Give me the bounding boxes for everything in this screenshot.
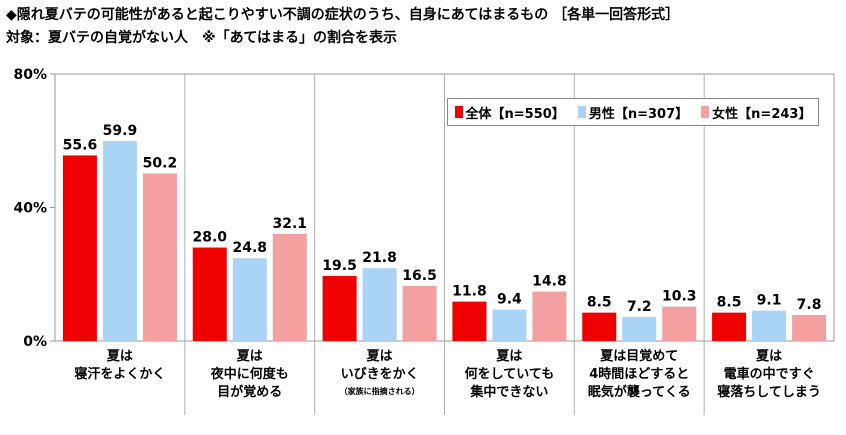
chart-legend: 全体【n=550】 男性【n=307】 女性【n=243】: [447, 98, 819, 126]
y-tick-label: 0%: [23, 334, 47, 350]
legend-label-all: 全体【n=550】: [465, 106, 565, 122]
data-label: 21.8: [362, 250, 397, 266]
data-label: 7.8: [797, 297, 822, 313]
chart-title: ◆隠れ夏バテの可能性があると起こりやすい不調の症状のうち、自身にあてはまるもの …: [6, 7, 680, 23]
data-label: 19.5: [322, 258, 357, 274]
bar-female: [532, 291, 567, 341]
data-label: 32.1: [272, 216, 307, 232]
x-tick-label: 夏は: [366, 349, 393, 364]
bar-female: [792, 314, 827, 341]
data-label: 9.1: [757, 293, 782, 309]
x-tick-label: 電車の中ですぐ: [724, 366, 815, 382]
data-label: 7.2: [627, 299, 652, 315]
bar-female: [662, 306, 697, 341]
data-label: 28.0: [192, 230, 227, 246]
chart-subtitle: 対象：夏バテの自覚がない人 ※「あてはまる」の割合を表示: [6, 30, 398, 46]
bar-female: [402, 285, 437, 341]
data-label: 24.8: [232, 240, 267, 256]
x-tick-label: 寝汗をよくかく: [74, 366, 165, 382]
bar-all: [712, 312, 747, 341]
y-tick-label: 40%: [13, 201, 47, 217]
x-tick-label: 目が覚める: [217, 384, 282, 400]
legend-item-all: 全体【n=550】: [454, 103, 565, 122]
bar-male: [102, 141, 137, 341]
legend-label-male: 男性【n=307】: [588, 106, 689, 122]
bar-all: [62, 155, 97, 341]
x-tick-label: 夏は: [236, 349, 263, 364]
bar-male: [232, 258, 267, 341]
x-tick-label: 集中できない: [469, 384, 548, 400]
data-label: 16.5: [402, 268, 437, 284]
x-tick-label: 夏は: [495, 349, 522, 364]
x-tick-label: 夜中に何度も: [210, 366, 289, 382]
x-tick-label: いびきをかく: [341, 367, 419, 382]
bar-male: [622, 316, 657, 341]
legend-label-female: 女性【n=243】: [712, 106, 812, 122]
legend-swatch-female: [701, 106, 710, 118]
legend-swatch-male: [577, 106, 586, 118]
bar-female: [142, 173, 177, 341]
bar-all: [452, 301, 487, 341]
bar-female: [272, 233, 307, 341]
data-label: 9.4: [497, 292, 522, 308]
data-label: 59.9: [103, 123, 138, 139]
data-label: 10.3: [662, 289, 697, 305]
data-label: 11.8: [452, 284, 487, 300]
x-tick-label: 何をしていても: [465, 366, 555, 382]
bar-all: [582, 312, 617, 341]
x-tick-note: （家族に指摘される）: [340, 386, 420, 396]
data-label: 8.5: [587, 295, 612, 311]
y-tick-label: 80%: [13, 67, 47, 83]
legend-item-male: 男性【n=307】: [577, 103, 689, 122]
data-label: 8.5: [717, 295, 742, 311]
x-tick-label: 4時間ほどすると: [589, 366, 689, 382]
x-tick-label: 夏は: [755, 349, 782, 364]
bar-male: [492, 309, 527, 341]
x-tick-label: 寝落ちしてしまう: [717, 384, 821, 400]
data-label: 55.6: [63, 137, 98, 153]
bar-all: [192, 247, 227, 341]
x-tick-label: 眠気が襲ってくる: [588, 384, 691, 400]
data-label: 50.2: [143, 155, 178, 171]
legend-item-female: 女性【n=243】: [701, 103, 811, 122]
x-tick-label: 夏は: [106, 349, 133, 364]
bar-male: [752, 310, 787, 341]
data-label: 14.8: [532, 274, 567, 290]
bar-all: [322, 275, 357, 341]
bar-male: [362, 268, 397, 341]
x-tick-label: 夏は目覚めて: [599, 348, 678, 364]
legend-swatch-all: [454, 106, 463, 118]
